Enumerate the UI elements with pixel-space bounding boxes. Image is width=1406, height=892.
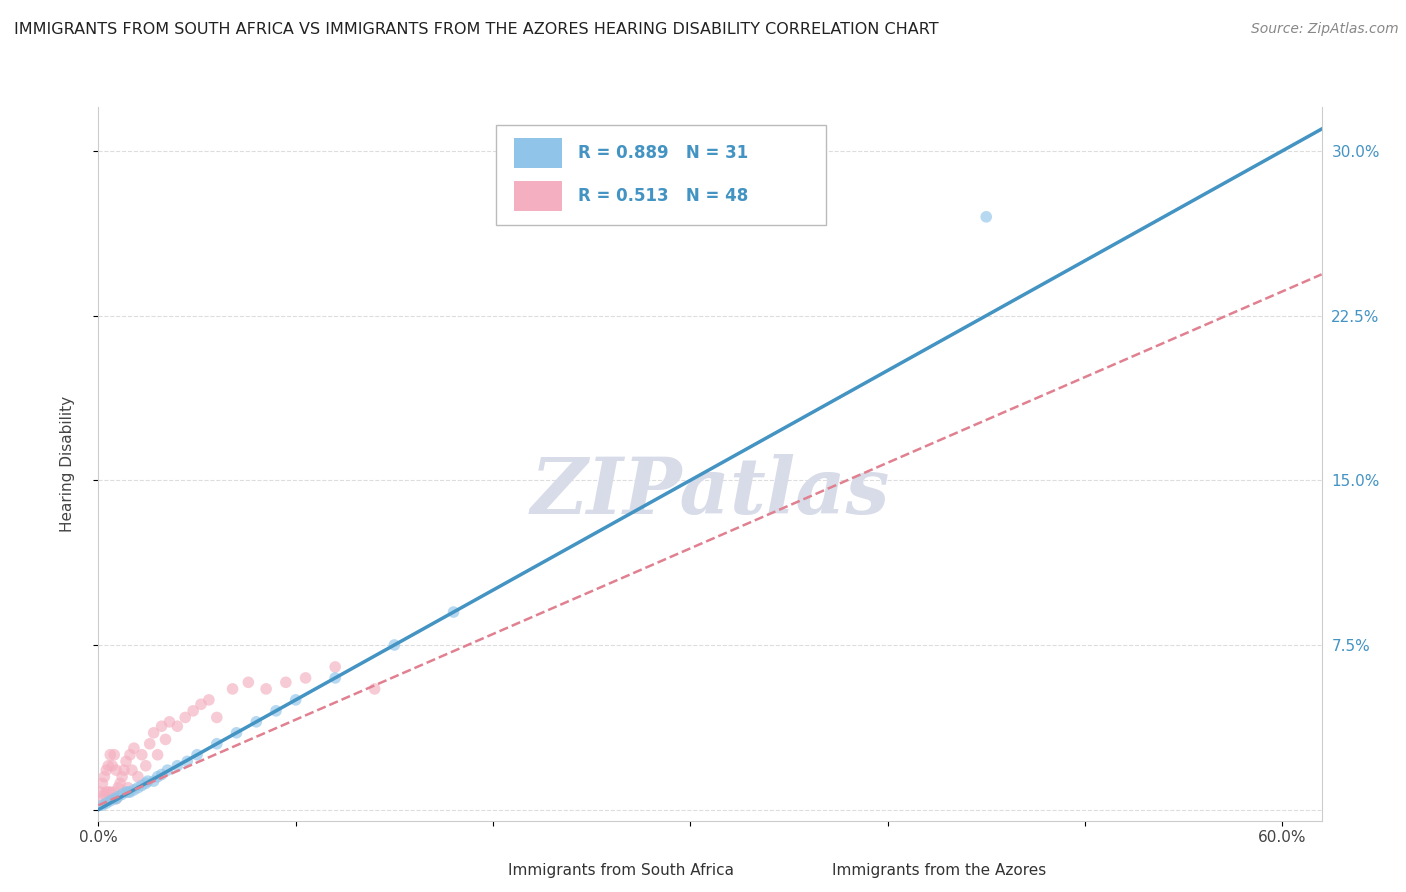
Point — [91, 776, 114, 790]
Point — [91, 798, 114, 813]
Point — [117, 785, 139, 799]
Point — [135, 758, 157, 772]
Point — [96, 796, 118, 810]
Point — [103, 747, 125, 762]
Point — [155, 732, 177, 747]
Point — [98, 785, 121, 799]
Point — [150, 719, 173, 733]
Point — [142, 726, 165, 740]
Point — [112, 763, 135, 777]
Point — [111, 770, 134, 784]
FancyBboxPatch shape — [515, 137, 562, 168]
Point — [105, 791, 128, 805]
FancyBboxPatch shape — [464, 859, 501, 882]
Point — [115, 785, 138, 799]
Point — [108, 776, 131, 790]
Point — [205, 710, 228, 724]
Point — [363, 681, 385, 696]
Text: R = 0.889   N = 31: R = 0.889 N = 31 — [578, 144, 748, 161]
Point — [135, 776, 157, 790]
Point — [118, 747, 141, 762]
Point — [181, 704, 204, 718]
Point — [166, 719, 188, 733]
Point — [121, 763, 143, 777]
Point — [107, 780, 129, 795]
Point — [111, 787, 134, 801]
Point — [131, 747, 153, 762]
Point — [115, 755, 138, 769]
Point — [103, 785, 125, 799]
Text: R = 0.513   N = 48: R = 0.513 N = 48 — [578, 186, 748, 204]
Point — [97, 758, 120, 772]
Point — [198, 693, 221, 707]
Point — [96, 763, 118, 777]
Point — [156, 763, 179, 777]
Point — [238, 675, 260, 690]
Point — [274, 675, 297, 690]
Point — [101, 791, 124, 805]
Point — [117, 780, 139, 795]
Point — [93, 770, 115, 784]
Point — [294, 671, 316, 685]
Point — [118, 785, 141, 799]
Point — [146, 747, 169, 762]
Point — [190, 698, 212, 712]
Point — [103, 791, 125, 805]
Point — [176, 755, 198, 769]
Point — [254, 681, 277, 696]
Point — [122, 783, 145, 797]
Point — [138, 737, 160, 751]
Text: Immigrants from South Africa: Immigrants from South Africa — [508, 863, 734, 878]
Point — [122, 741, 145, 756]
Point — [91, 791, 114, 805]
Point — [159, 714, 181, 729]
FancyBboxPatch shape — [515, 180, 562, 211]
Point — [221, 681, 243, 696]
Point — [107, 789, 129, 804]
Point — [101, 758, 124, 772]
Point — [97, 785, 120, 799]
Point — [323, 660, 346, 674]
Point — [284, 693, 307, 707]
Point — [205, 737, 228, 751]
Point — [146, 770, 169, 784]
Text: ZIPatlas: ZIPatlas — [530, 454, 890, 531]
Point — [142, 774, 165, 789]
Point — [264, 704, 287, 718]
Point — [166, 758, 188, 772]
Point — [225, 726, 247, 740]
Point — [174, 710, 197, 724]
Point — [136, 774, 159, 789]
Point — [974, 210, 997, 224]
Y-axis label: Hearing Disability: Hearing Disability — [60, 396, 75, 532]
Point — [245, 714, 267, 729]
FancyBboxPatch shape — [496, 125, 827, 225]
Point — [443, 605, 465, 619]
Text: Source: ZipAtlas.com: Source: ZipAtlas.com — [1251, 22, 1399, 37]
Point — [150, 767, 173, 781]
Point — [186, 747, 208, 762]
Point — [98, 747, 121, 762]
FancyBboxPatch shape — [789, 859, 825, 882]
Point — [127, 780, 149, 795]
Point — [89, 785, 111, 799]
Text: IMMIGRANTS FROM SOUTH AFRICA VS IMMIGRANTS FROM THE AZORES HEARING DISABILITY CO: IMMIGRANTS FROM SOUTH AFRICA VS IMMIGRAN… — [14, 22, 939, 37]
Point — [105, 791, 128, 805]
Point — [105, 763, 128, 777]
Point — [131, 779, 153, 793]
Point — [382, 638, 405, 652]
Point — [93, 787, 115, 801]
Text: Immigrants from the Azores: Immigrants from the Azores — [832, 863, 1046, 878]
Point — [323, 671, 346, 685]
Point — [96, 785, 118, 799]
Point — [98, 794, 121, 808]
Point — [127, 770, 149, 784]
